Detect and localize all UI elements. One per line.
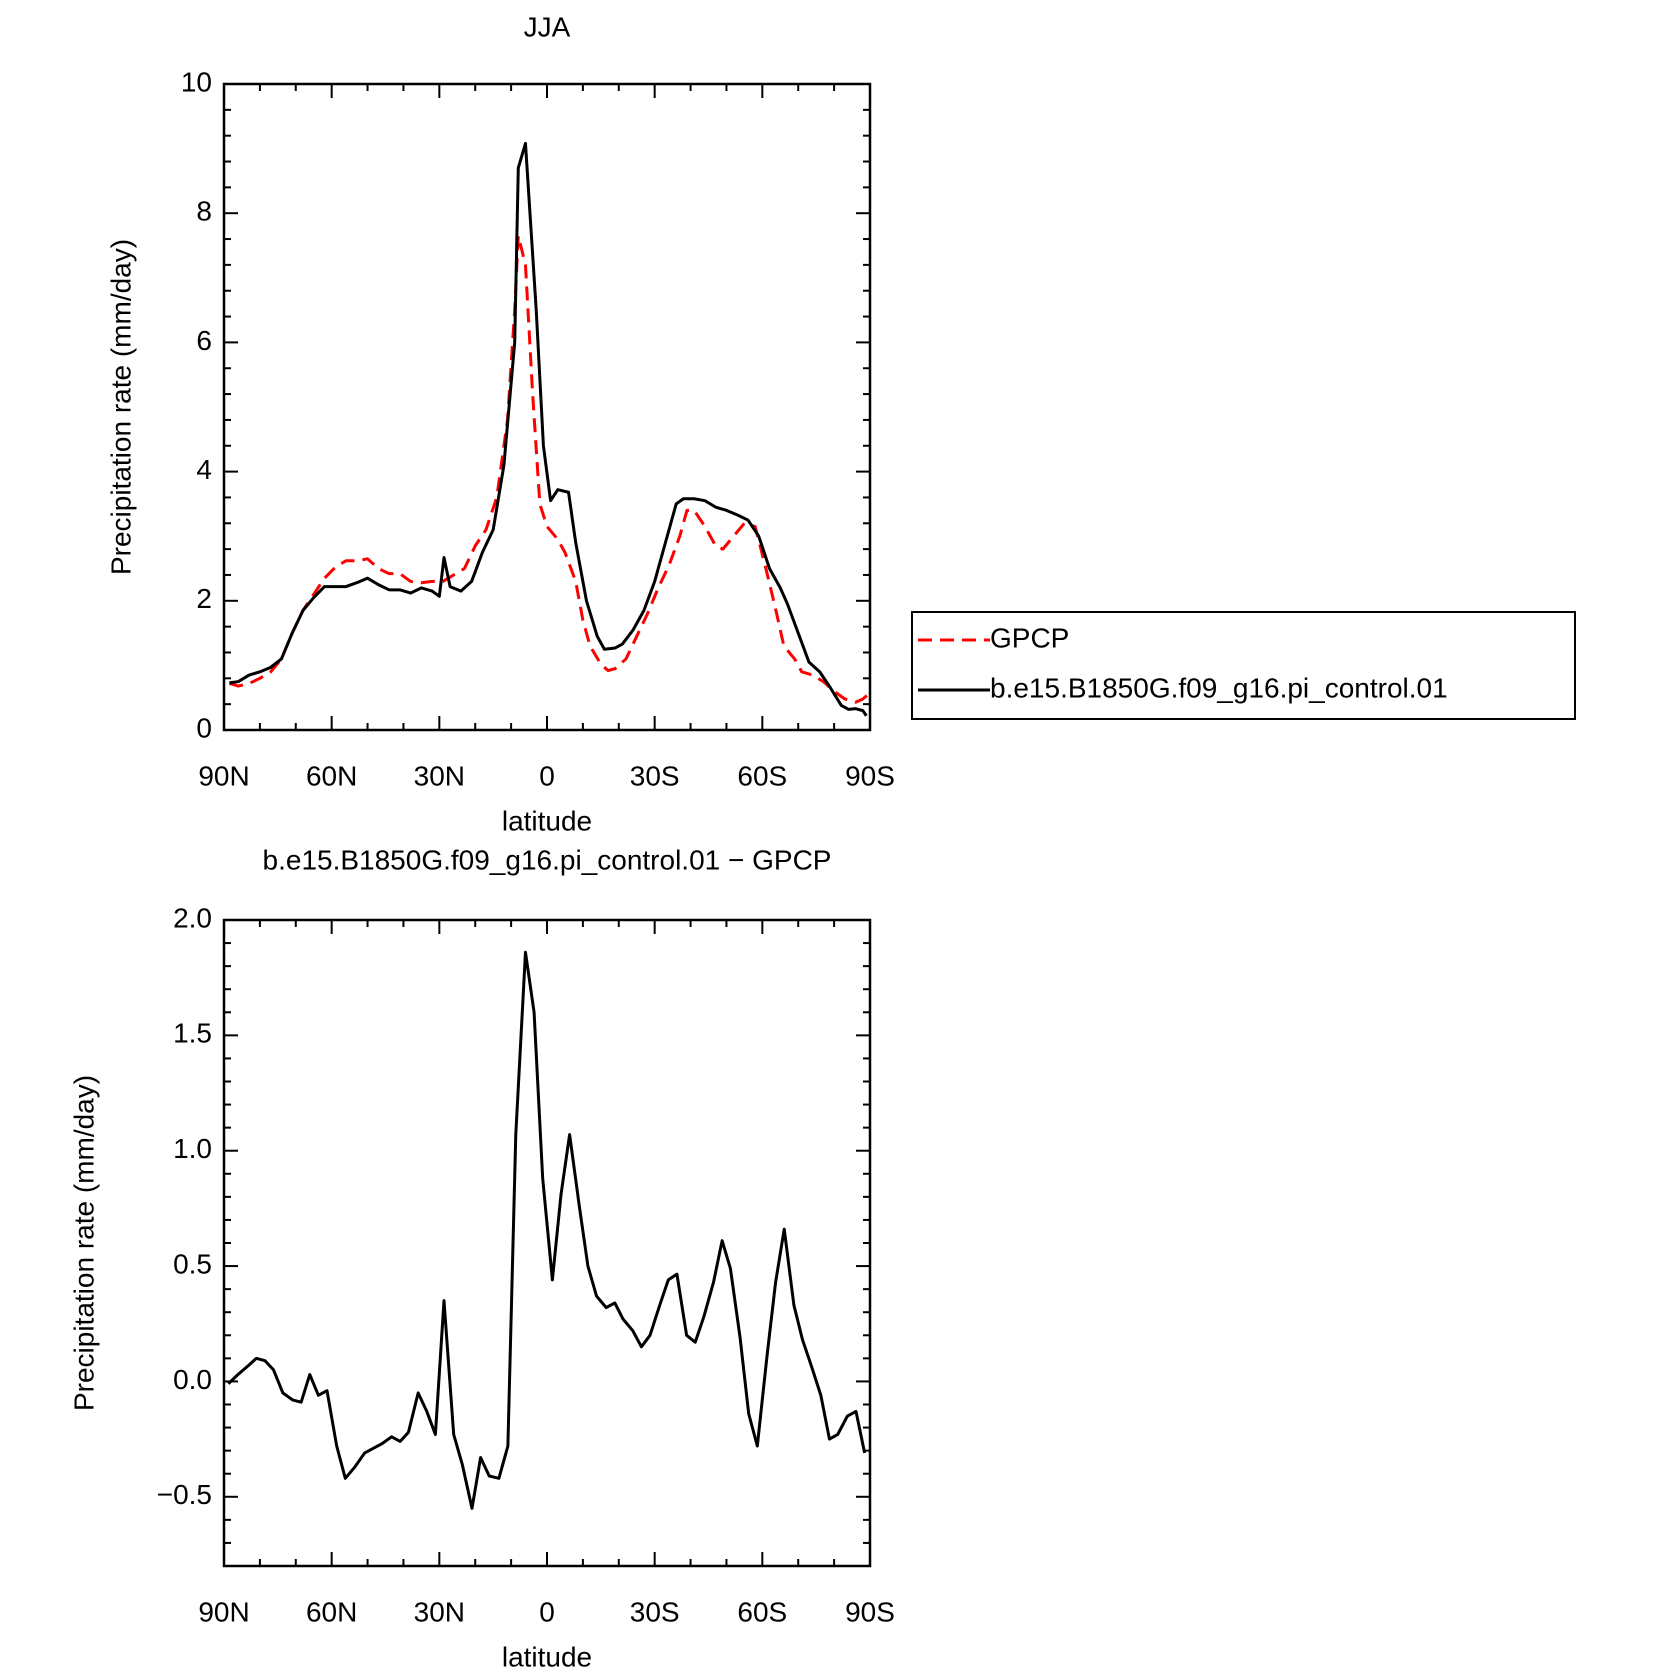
y-tick-label: −0.5	[157, 1479, 212, 1510]
y-tick-label: 4	[196, 454, 212, 485]
y-tick-label: 2.0	[173, 902, 212, 933]
chart-title: JJA	[524, 11, 571, 42]
y-tick-label: 0.0	[173, 1364, 212, 1395]
y-tick-label: 8	[196, 196, 212, 227]
x-tick-label: 60S	[737, 760, 787, 791]
x-tick-label: 90S	[845, 1596, 895, 1627]
x-tick-label: 30S	[630, 1596, 680, 1627]
x-axis-label: latitude	[502, 805, 592, 836]
x-tick-label: 60S	[737, 1596, 787, 1627]
data-line	[227, 950, 867, 1510]
legend-box	[911, 611, 1576, 720]
y-tick-label: 0	[196, 712, 212, 743]
x-axis-label: latitude	[502, 1641, 592, 1672]
legend-label: b.e15.B1850G.f09_g16.pi_control.01	[990, 672, 1448, 703]
x-tick-label: 30S	[630, 760, 680, 791]
legend-label: GPCP	[990, 622, 1069, 653]
y-axis-label: Precipitation rate (mm/day)	[105, 239, 136, 575]
data-line	[228, 234, 870, 704]
x-tick-label: 90N	[198, 760, 249, 791]
x-tick-label: 90S	[845, 760, 895, 791]
plot-frame	[222, 918, 872, 1568]
y-tick-label: 2	[196, 583, 212, 614]
y-tick-label: 1.0	[173, 1133, 212, 1164]
x-tick-label: 30N	[414, 760, 465, 791]
y-tick-label: 1.5	[173, 1018, 212, 1049]
x-tick-label: 60N	[306, 760, 357, 791]
plot-frame	[222, 82, 872, 732]
y-tick-label: 6	[196, 325, 212, 356]
y-axis-label: Precipitation rate (mm/day)	[68, 1075, 99, 1411]
x-tick-label: 30N	[414, 1596, 465, 1627]
chart-title: b.e15.B1850G.f09_g16.pi_control.01 − GPC…	[263, 844, 832, 875]
x-tick-label: 90N	[198, 1596, 249, 1627]
x-tick-label: 0	[539, 760, 555, 791]
y-tick-label: 0.5	[173, 1248, 212, 1279]
x-tick-label: 60N	[306, 1596, 357, 1627]
data-line	[229, 141, 868, 717]
y-tick-label: 10	[181, 66, 212, 97]
x-tick-label: 0	[539, 1596, 555, 1627]
